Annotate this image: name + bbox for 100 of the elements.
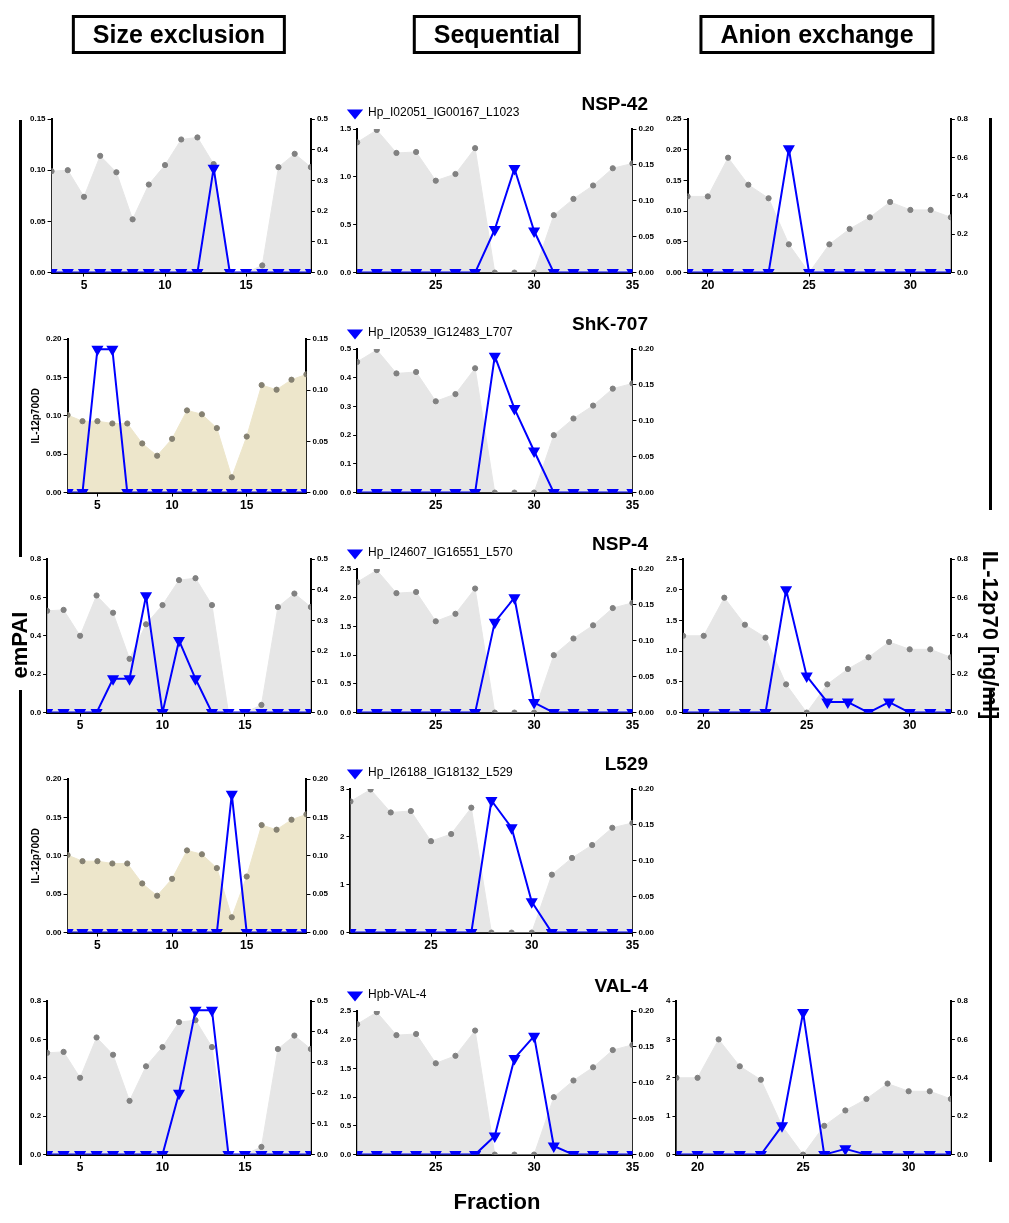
y-tick-label: 0.20: [45, 774, 63, 784]
y2-tick-label: 0.15: [638, 380, 655, 390]
x-tick-label: 20: [697, 718, 711, 733]
y2-tick-label: 0.0: [316, 267, 329, 277]
y-tick-label: 2.0: [666, 584, 678, 594]
y-tick-label: 0.0: [340, 487, 352, 497]
y2-tick-label: 0.20: [638, 124, 655, 134]
y2-tick-label: 0.00: [638, 267, 655, 277]
y-tick-label: 0.5: [340, 219, 352, 229]
y2-tick-label: 0.05: [312, 436, 329, 446]
y2-tick-label: 0.4: [956, 631, 969, 640]
y2-tick-label: 0.05: [312, 889, 329, 899]
y2-tick-label: 0.3: [316, 615, 329, 625]
y2-tick-label: 0.10: [638, 1078, 655, 1087]
y2-tick-label: 0.5: [316, 554, 329, 564]
x-tick-label: 35: [625, 498, 640, 513]
x-tick-label: 30: [527, 278, 542, 293]
y-axis-title: IL-12p70OD: [29, 388, 41, 444]
y-tick-label: 3: [340, 784, 345, 794]
y-tick-label: 1.0: [666, 646, 678, 656]
chart-subtitle: Anion exchange: [699, 15, 935, 54]
y2-tick-label: 0.10: [638, 196, 655, 205]
x-tick-label: 35: [625, 718, 640, 733]
y2-tick-label: 0.2: [956, 229, 969, 239]
x-tick-label: 30: [903, 278, 918, 293]
y2-tick-label: 0.15: [638, 820, 655, 830]
x-tick-label: 5: [76, 1160, 84, 1175]
y-tick-label: 2: [340, 832, 345, 842]
y2-tick-label: 0.20: [638, 784, 655, 794]
x-tick-label: 35: [625, 278, 640, 293]
y-tick-label: 0.5: [340, 1121, 352, 1131]
y2-tick-label: 0.2: [956, 1111, 969, 1121]
x-tick-label: 15: [238, 718, 252, 733]
y2-tick-label: 0.0: [956, 707, 969, 717]
y2-tick-label: 0.05: [638, 1113, 655, 1123]
chart-title: NSP-42: [581, 93, 648, 115]
x-tick-label: 30: [527, 498, 542, 513]
y2-tick-label: 0.0: [316, 1149, 329, 1159]
y-tick-label: 0.00: [45, 487, 63, 497]
y2-tick-label: 0.4: [316, 1026, 329, 1036]
y-tick-label: 0.10: [29, 165, 47, 175]
y2-tick-label: 0.6: [956, 592, 969, 602]
y2-tick-label: 0.4: [316, 584, 329, 594]
y-tick-label: 0.15: [29, 114, 47, 124]
chart-title: VAL-4: [594, 975, 648, 997]
x-tick-label: 25: [429, 1160, 443, 1175]
y2-tick-label: 0.0: [316, 707, 329, 717]
x-tick-label: 5: [94, 498, 102, 513]
y-tick-label: 1.0: [340, 650, 352, 660]
y-tick-label: 2.5: [340, 1006, 352, 1016]
x-tick-label: 25: [429, 718, 443, 733]
legend-label: Hp_I24607_IG16551_L570: [368, 545, 514, 560]
y-tick-label: 0.0: [30, 707, 42, 717]
y2-tick-label: 0.4: [316, 144, 329, 154]
y-tick-label: 0.05: [665, 237, 683, 247]
x-tick-label: 20: [690, 1160, 705, 1175]
y2-tick-label: 0.5: [316, 996, 329, 1006]
y2-tick-label: 0.15: [638, 160, 655, 170]
x-tick-label: 10: [155, 718, 170, 733]
legend-label: Hp_I02051_IG00167_L1023: [368, 105, 520, 120]
y2-tick-label: 0.10: [638, 636, 655, 645]
y-tick-label: 0.4: [30, 631, 42, 640]
x-tick-label: 10: [165, 938, 180, 953]
x-tick-label: 10: [158, 278, 173, 293]
y2-tick-label: 0.20: [312, 774, 329, 784]
y2-tick-label: 0.15: [638, 1042, 655, 1052]
y2-tick-label: 0.1: [316, 677, 329, 687]
y2-tick-label: 0.15: [312, 334, 329, 344]
y-tick-label: 0.20: [45, 334, 63, 344]
y-tick-label: 0.2: [30, 669, 42, 679]
y-tick-label: 0.05: [45, 449, 63, 459]
y2-tick-label: 0.10: [638, 416, 655, 425]
x-tick-label: 30: [527, 718, 542, 733]
y-tick-label: 2.5: [666, 554, 678, 564]
y-tick-label: 0.15: [45, 372, 63, 382]
y-tick-label: 0.0: [340, 1149, 352, 1159]
x-tick-label: 30: [527, 1160, 542, 1175]
y2-tick-label: 0.0: [956, 1149, 969, 1159]
x-tick-label: 10: [165, 498, 180, 513]
y-tick-label: 0.05: [29, 216, 47, 226]
y2-tick-label: 0.00: [312, 927, 329, 937]
y2-tick-label: 0.6: [956, 152, 969, 162]
y2-tick-label: 0.00: [638, 707, 655, 717]
y-tick-label: 0.5: [340, 679, 352, 689]
y-tick-label: 0.8: [30, 554, 42, 564]
y2-tick-label: 0.05: [638, 451, 655, 461]
y2-tick-label: 0.8: [956, 554, 969, 564]
x-tick-label: 20: [701, 278, 715, 293]
y-tick-label: 0.10: [45, 851, 63, 860]
x-tick-label: 25: [429, 498, 443, 513]
y-tick-label: 1: [340, 879, 345, 889]
legend-label: Hpb-VAL-4: [368, 987, 427, 1002]
y2-tick-label: 0.4: [956, 191, 969, 200]
x-tick-label: 35: [625, 938, 640, 953]
y-tick-label: 3: [666, 1034, 671, 1044]
x-tick-label: 15: [239, 278, 254, 293]
chart-title: ShK-707: [571, 313, 648, 335]
y-tick-label: 0.00: [29, 267, 47, 277]
y2-tick-label: 0.00: [638, 1149, 655, 1159]
y2-tick-label: 0.8: [956, 996, 969, 1006]
